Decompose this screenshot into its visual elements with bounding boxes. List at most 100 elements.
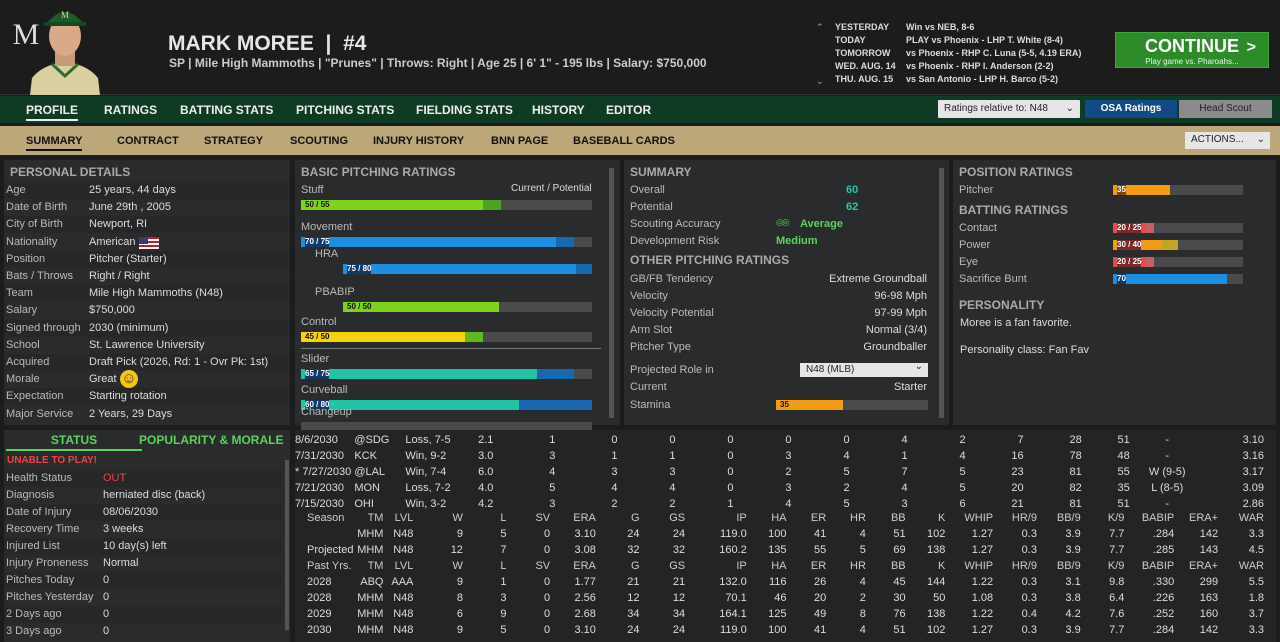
past-header-row-cell: K (938, 560, 946, 572)
past-row-cell: 0.3 (1021, 624, 1037, 636)
past-row-cell: MHM (357, 624, 384, 636)
status-value: OUT (103, 472, 127, 484)
detail-value: Draft Pick (2026, Rd: 1 - Ovr Pk: 1st) (89, 356, 269, 368)
tab-batting-stats[interactable]: BATTING STATS (180, 103, 274, 117)
status-panel: STATUS POPULARITY & MORALE UNABLE TO PLAY!… (4, 430, 290, 642)
game-cell: 21 (1011, 498, 1024, 510)
batting-bar: 30 / 40 (1113, 240, 1243, 250)
detail-value: 25 years, 44 days (89, 184, 176, 196)
tab-ratings[interactable]: RATINGS (104, 103, 158, 117)
game-cell: 2.86 (1242, 498, 1264, 510)
detail-value: June 29th , 2005 (89, 201, 171, 214)
season-row-cell: 51 (893, 528, 906, 540)
past-row-cell: 160 (1199, 608, 1219, 620)
past-row-cell: 2030 (307, 624, 332, 636)
past-row-cell: 8 (859, 608, 866, 620)
head-scout-button[interactable]: Head Scout (1179, 100, 1272, 118)
current-role-label: Current (630, 381, 667, 393)
past-row-cell: 138 (927, 608, 946, 620)
game-cell: 4 (785, 498, 792, 510)
season-row-cell: .285 (1152, 544, 1175, 556)
rating-name: Changeup (301, 406, 352, 418)
chevron-down-icon[interactable]: ⌄ (816, 76, 824, 86)
season-row-cell: 0.3 (1021, 544, 1037, 556)
tab-history[interactable]: HISTORY (532, 103, 585, 117)
tab-profile[interactable]: PROFILE (26, 103, 79, 121)
projected-role-select[interactable]: N48 (MLB) ⌄ (800, 361, 928, 377)
past-row-cell: 20 (813, 592, 827, 604)
subtab-summary[interactable]: SUMMARY (26, 135, 83, 151)
schedule-day: WED. AUG. 14 (835, 61, 896, 71)
detail-row (4, 199, 290, 217)
game-cell: 5 (843, 498, 850, 510)
game-cell: 1 (669, 450, 676, 462)
game-cell: - (1165, 450, 1170, 462)
subtab-scouting[interactable]: SCOUTING (290, 135, 349, 147)
status-label: Injury Proneness (6, 557, 89, 569)
past-row: 2028 MHM N48 8 3 0 2.56 12 12 70.1 46 20 2 30 50 1.08 0.… (295, 590, 1267, 606)
game-cell: 2 (959, 434, 966, 446)
tab-editor[interactable]: EDITOR (606, 103, 652, 117)
rating-bar: 60 / 80 (301, 400, 592, 410)
actions-select[interactable]: ACTIONS... ⌄ (1185, 132, 1270, 149)
game-cell: 3.10 (1242, 434, 1264, 446)
game-cell: 3 (785, 482, 792, 494)
scrollbar[interactable] (609, 168, 614, 418)
status-row (4, 572, 282, 589)
status-tab[interactable]: STATUS (6, 433, 142, 451)
summary-label: Scouting Accuracy (630, 218, 721, 230)
scrollbar[interactable] (939, 168, 944, 418)
detail-label: Nationality (6, 235, 58, 248)
game-cell: 48 (1117, 450, 1130, 462)
rating-bar: 65 / 75 (301, 369, 592, 379)
status-label: 3 Days ago (6, 625, 62, 637)
ratings-relative-select[interactable]: Ratings relative to: N48 ⌄ (938, 100, 1080, 118)
continue-button[interactable]: CONTINUE Play game vs. Pharoahs... > (1115, 32, 1269, 68)
detail-label: Expectation (6, 390, 64, 403)
past-row-cell: 7.6 (1109, 608, 1125, 620)
chevron-up-icon[interactable]: ⌃ (816, 22, 824, 32)
tab-pitching-stats[interactable]: PITCHING STATS (296, 103, 395, 117)
tab-fielding-stats[interactable]: FIELDING STATS (416, 103, 513, 117)
detail-value: American (89, 235, 136, 248)
past-row-cell: 8 (456, 592, 463, 604)
batting-value: 20 / 25 (1117, 257, 1142, 267)
game-cell: 51 (1117, 498, 1130, 510)
game-cell: Win, 3-2 (405, 498, 447, 510)
game-cell: 0 (669, 434, 676, 446)
game-cell: 2 (843, 482, 850, 494)
subtab-bnn-page[interactable]: BNN PAGE (491, 135, 549, 147)
game-cell: 1 (727, 498, 734, 510)
past-row-cell: 125 (768, 608, 787, 620)
past-row-cell: .330 (1152, 576, 1175, 588)
status-value: 3 weeks (103, 523, 144, 535)
stamina-label: Stamina (630, 399, 671, 411)
past-row-cell: 76 (893, 608, 906, 620)
past-row: 2029 MHM N48 6 9 0 2.68 34 34 164.1 125 49 8 76 138 1.2… (295, 606, 1267, 622)
past-row-cell: MHM (357, 608, 384, 620)
season-row-cell: 7.7 (1109, 528, 1125, 540)
status-value: 0 (103, 591, 110, 603)
season-header-row-cell: G (630, 512, 640, 524)
past-row-cell: 1.22 (971, 576, 994, 588)
stamina-fill (776, 400, 843, 410)
subtab-baseball-cards[interactable]: BASEBALL CARDS (573, 135, 675, 147)
subtab-contract[interactable]: CONTRACT (117, 135, 179, 147)
osa-ratings-button[interactable]: OSA Ratings (1085, 100, 1177, 118)
status-value: Normal (103, 557, 139, 569)
basic-pitching-panel: BASIC PITCHING RATINGS Current / Potenti… (295, 160, 620, 432)
rating-value: 65 / 75 (305, 369, 330, 379)
detail-label: City of Birth (6, 218, 63, 231)
game-cell: 4.2 (478, 498, 494, 510)
game-cell: 4 (843, 450, 850, 462)
subtab-strategy[interactable]: STRATEGY (204, 135, 264, 147)
season-row-cell: 1.27 (971, 528, 994, 540)
season-row-cell: 4 (859, 528, 866, 540)
subtab-injury-history[interactable]: INJURY HISTORY (373, 135, 465, 147)
other-value: Normal (3/4) (865, 324, 927, 336)
game-cell: 3 (611, 466, 618, 478)
popularity-morale-tab[interactable]: POPULARITY & MORALE (139, 433, 284, 447)
scrollbar[interactable] (285, 460, 289, 630)
summary-value: 60 (846, 184, 859, 196)
game-cell: @SDG (354, 434, 390, 446)
